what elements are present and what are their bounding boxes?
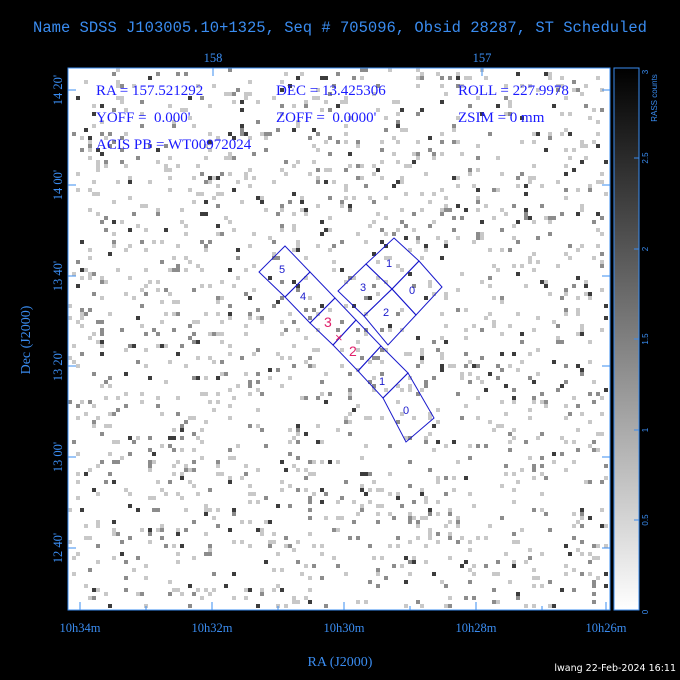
info-ra: RA = 157.521292 [96, 83, 203, 99]
colorbar-tick-label: 1.5 [641, 333, 650, 345]
x-axis-label: RA (J2000) [308, 655, 373, 670]
acis-chip-footprint [258, 237, 443, 443]
y-tick-label: 13 20' [51, 351, 65, 381]
y-axis-label: Dec (J2000) [19, 305, 34, 374]
i-chip-2 [363, 288, 417, 346]
chip-label-highlighted: 2 [349, 343, 357, 359]
x-tick-label: 10h34m [60, 621, 101, 635]
colorbar-tick-label: 2 [641, 246, 650, 251]
y-tick-label: 14 20' [51, 75, 65, 105]
chip-label: 4 [300, 291, 306, 303]
aimpoint-marker: × [335, 330, 343, 345]
colorbar-tick-label: 0 [641, 609, 650, 614]
axis-tick-marks [68, 68, 610, 610]
info-acis-pb: ACIS PB = WT00972024 [96, 137, 252, 153]
x-tick-label: 10h30m [324, 621, 365, 635]
info-zoff: ZOFF = 0.0000' [276, 110, 377, 126]
info-roll: ROLL = 227.9978 [458, 83, 569, 99]
chip-label: 0 [403, 405, 409, 417]
chip-label: 1 [386, 258, 392, 270]
colorbar-tick-label: 1 [641, 427, 650, 432]
rass-count-pixels [68, 68, 608, 608]
colorbar-tick-label: 2.5 [641, 152, 650, 164]
y-tick-label: 13 00' [51, 442, 65, 472]
colorbar-ticks [634, 67, 639, 611]
x-top-tick-label: 157 [473, 51, 492, 65]
info-zsim: ZSIM = 0 mm [458, 110, 545, 126]
info-dec: DEC = 13.425306 [276, 83, 386, 99]
y-tick-label: 14 00' [51, 170, 65, 200]
plot-title: Name SDSS J103005.10+1325, Seq # 705096,… [33, 19, 647, 37]
x-tick-label: 10h32m [192, 621, 233, 635]
info-yoff: YOFF = 0.000' [96, 110, 191, 126]
x-top-tick-label: 158 [204, 51, 223, 65]
chip-label: 5 [279, 264, 285, 276]
chip-label: 2 [383, 307, 389, 319]
chip-label: 3 [360, 282, 366, 294]
chip-label: 1 [379, 376, 385, 388]
colorbar-tick-label: 0.5 [641, 514, 650, 526]
sky-field-frame [67, 67, 611, 611]
y-tick-label: 13 40' [51, 261, 65, 291]
x-tick-label: 10h28m [456, 621, 497, 635]
chip-label: 0 [409, 285, 415, 297]
chip-label-highlighted: 3 [324, 314, 332, 330]
x-tick-label: 10h26m [586, 621, 627, 635]
s-chip-0 [382, 372, 435, 443]
colorbar-label: RASS counts [650, 74, 659, 122]
colorbar-tick-label: 3 [641, 69, 650, 74]
footer-stamp: lwang 22-Feb-2024 16:11 [554, 663, 676, 674]
y-tick-label: 12 40' [51, 533, 65, 563]
